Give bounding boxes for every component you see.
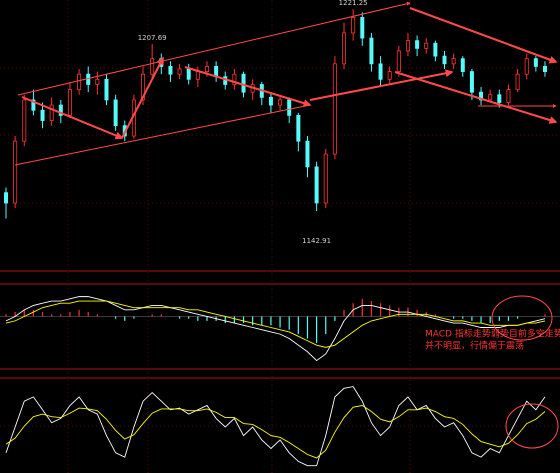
trend-lines [14, 1, 559, 449]
candle-body [104, 78, 109, 101]
candle-body [424, 42, 429, 49]
candle-body [22, 99, 27, 142]
annotation: MACD 指标走势弱势目前多空走势 [425, 328, 560, 340]
candle-body [543, 66, 548, 72]
candle-body [332, 63, 337, 155]
indicator-line [5, 296, 546, 362]
candle-body [177, 68, 182, 75]
candle-body [58, 104, 63, 116]
candle-body [40, 109, 45, 121]
candle-body [67, 89, 72, 116]
candle-body [405, 40, 410, 52]
candle-body [204, 66, 209, 72]
candle-body [415, 40, 420, 49]
candle-body [369, 37, 374, 65]
candle-body [195, 71, 200, 80]
candle-body [296, 114, 301, 142]
candle-body [451, 58, 456, 65]
candle-body [86, 73, 91, 85]
candle-body [77, 73, 82, 91]
candle-body [378, 63, 383, 80]
candle-body [479, 91, 484, 101]
panel-frame [0, 270, 560, 379]
candle-body [497, 94, 502, 103]
candle-body [515, 73, 520, 91]
candle-body [13, 140, 18, 204]
candle-body [387, 71, 392, 80]
candle-body [506, 89, 511, 103]
candle-body [31, 99, 36, 111]
price-label: 1221.25 [339, 0, 368, 7]
candle-body [232, 73, 237, 85]
candle-body [460, 58, 465, 72]
candle-body [469, 71, 474, 93]
candle-body [287, 99, 292, 116]
candle-body [49, 104, 54, 121]
candle-body [533, 58, 538, 67]
candle-body [305, 140, 310, 168]
price-label: 1207.69 [138, 34, 167, 42]
candle-body [524, 58, 529, 75]
candle-body [360, 17, 365, 39]
candle-body [323, 153, 328, 204]
candle-body [168, 66, 173, 75]
indicator-line [5, 405, 546, 459]
candle-body [4, 192, 9, 204]
indicator-line [5, 386, 546, 467]
candle-body [396, 50, 401, 72]
candle-body [141, 73, 146, 101]
candle-body [433, 42, 438, 57]
candle-body [241, 73, 246, 93]
candle-body [268, 96, 273, 106]
indicator-line [5, 300, 546, 348]
candle-body [186, 68, 191, 80]
candle-body [278, 99, 283, 106]
candle-body [342, 32, 347, 65]
price-label: 1142.91 [302, 237, 331, 245]
annotation: 并不明显，行情偏于震荡 [425, 340, 524, 352]
candle-body [442, 55, 447, 65]
candle-body [488, 94, 493, 101]
candle-body [314, 166, 319, 204]
candle-body [113, 99, 118, 127]
candle-body [150, 58, 155, 75]
candle-body [95, 78, 100, 85]
candle-body [351, 17, 356, 34]
